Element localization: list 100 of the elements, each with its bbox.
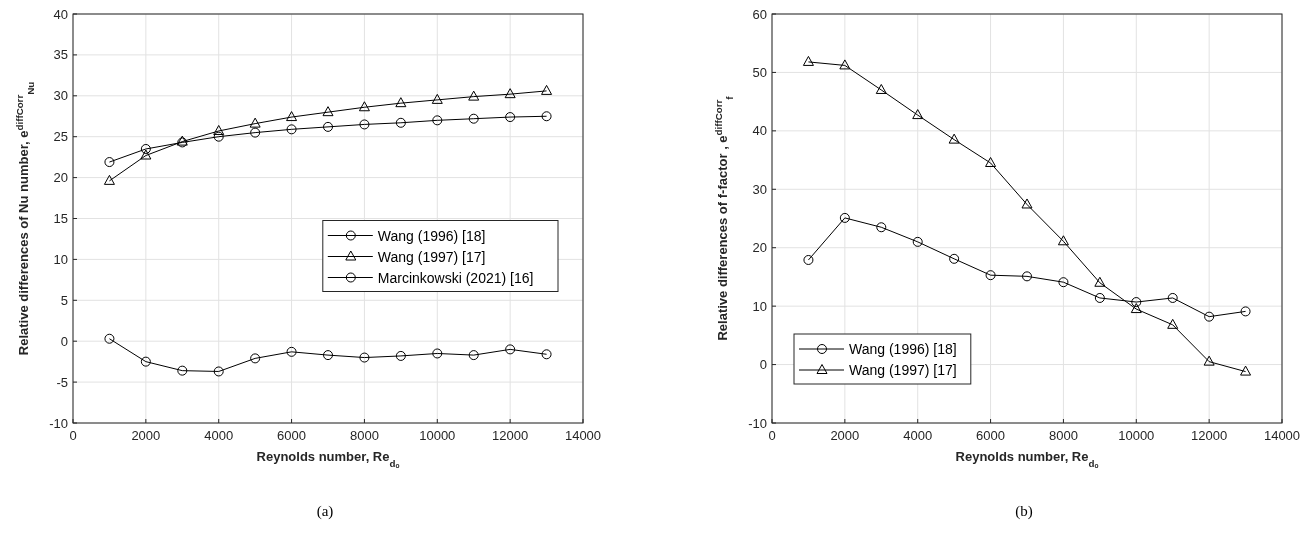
legend-label: Wang (1996) [18] (377, 227, 486, 244)
point (140, 356, 151, 367)
x-tick-label: 4000 (903, 428, 933, 443)
legend-label: Wang (1997) [17] (849, 362, 957, 378)
point (140, 143, 151, 154)
x-tick-label: 12000 (1191, 428, 1228, 443)
point (104, 333, 115, 344)
point (1022, 271, 1032, 282)
point (177, 365, 188, 376)
point (985, 270, 996, 281)
x-tick-label: 2000 (830, 428, 860, 443)
point (1204, 311, 1215, 322)
point (468, 90, 480, 101)
y-tick-label: 5 (60, 292, 68, 308)
y-tick-label: 15 (53, 211, 68, 226)
point (802, 55, 814, 66)
point (432, 115, 443, 126)
point (213, 366, 224, 377)
point (213, 131, 224, 142)
point (541, 349, 552, 360)
point (432, 348, 443, 359)
point (912, 236, 923, 247)
point (431, 93, 443, 104)
point (1240, 365, 1252, 376)
point (250, 127, 261, 138)
point (359, 119, 370, 130)
point (322, 106, 334, 117)
y-tick-label: 0 (759, 357, 767, 373)
y-tick-label: 40 (752, 123, 767, 139)
point (839, 59, 851, 70)
point (1130, 303, 1142, 314)
y-tick-label: 35 (53, 47, 68, 63)
point (912, 109, 924, 120)
point (1240, 306, 1251, 317)
point (541, 84, 553, 95)
point (395, 350, 406, 361)
point (1021, 198, 1033, 209)
y-tick-label: -5 (56, 374, 68, 390)
y-tick-label: 25 (53, 129, 68, 145)
x-tick-label: 6000 (976, 428, 1006, 443)
x-tick-label: 2000 (131, 428, 161, 443)
point (395, 117, 406, 128)
point (359, 352, 370, 363)
point (504, 88, 516, 99)
point (505, 112, 516, 123)
point (104, 157, 115, 168)
y-tick-label: 40 (53, 6, 68, 22)
x-tick-label: 14000 (564, 428, 602, 443)
point (949, 253, 960, 264)
y-tick-label: 0 (60, 333, 68, 349)
point (468, 113, 479, 124)
point (249, 117, 261, 128)
text: (a) (316, 503, 334, 520)
point (103, 174, 115, 185)
point (213, 124, 225, 135)
x-tick-label: 12000 (492, 428, 529, 443)
y-tick-label: -10 (49, 415, 68, 431)
y-tick-label: 50 (752, 64, 767, 80)
x-tick-label: 10000 (419, 428, 456, 443)
point (250, 353, 261, 364)
point (468, 350, 479, 361)
point (1058, 277, 1069, 288)
y-tick-label: 60 (752, 6, 767, 22)
legend-label: Marcinkowski (2021) [16] (377, 269, 534, 286)
point (1057, 235, 1069, 246)
point (985, 156, 997, 167)
x-axis-title: Reynolds number, Re$_{dₒ}$ (955, 449, 1099, 469)
point (323, 350, 333, 361)
point (1167, 318, 1179, 329)
y-tick-label: 30 (53, 88, 68, 104)
point (948, 133, 960, 144)
y-tick-label: 30 (752, 181, 767, 197)
text: (b) (1015, 503, 1033, 520)
point (1131, 297, 1142, 308)
x-tick-label: 8000 (349, 428, 379, 443)
point (1167, 292, 1178, 303)
legend-label: Wang (1997) [17] (377, 248, 486, 265)
y-tick-label: 20 (752, 240, 767, 256)
point (323, 121, 333, 132)
point (876, 222, 887, 233)
y-tick-label: 20 (53, 170, 68, 186)
x-tick-label: 10000 (1118, 428, 1155, 443)
point (541, 111, 552, 122)
x-tick-label: 4000 (204, 428, 234, 443)
legend-label: Wang (1996) [18] (849, 341, 957, 357)
point (286, 124, 297, 135)
point (505, 344, 516, 355)
point (286, 111, 298, 122)
point (1094, 292, 1105, 303)
x-tick-label: 8000 (1048, 428, 1078, 443)
point (395, 97, 407, 108)
point (803, 254, 814, 265)
y-tick-label: -10 (748, 415, 767, 431)
x-tick-label: 6000 (277, 428, 307, 443)
point (1094, 276, 1106, 287)
x-tick-label: 14000 (1263, 428, 1301, 443)
y-tick-label: 10 (752, 298, 767, 314)
point (875, 83, 887, 94)
point (286, 346, 297, 357)
point (1203, 355, 1215, 366)
